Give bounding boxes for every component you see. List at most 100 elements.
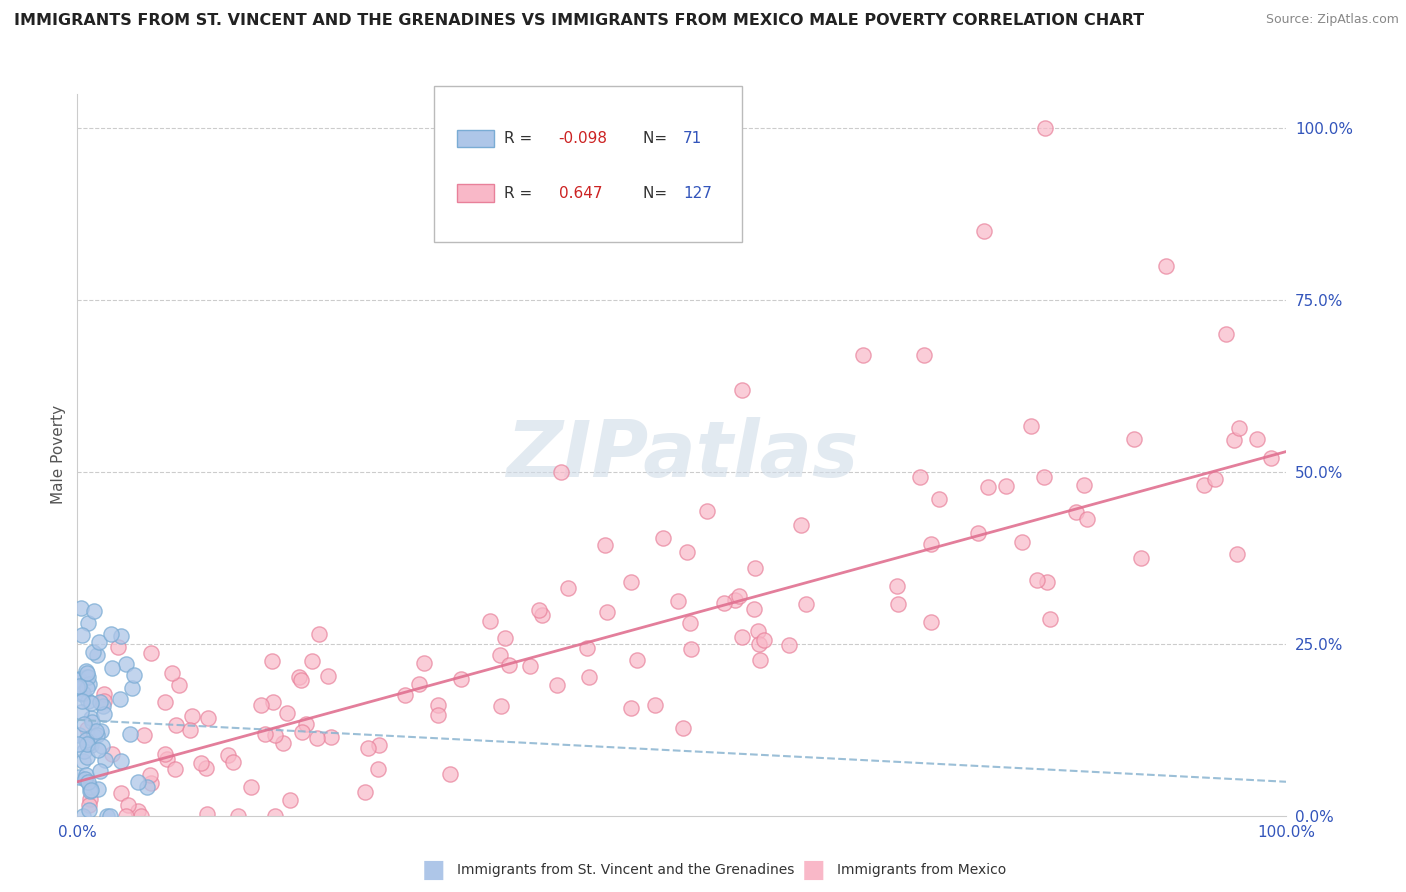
Point [77, 736, 100, 750]
Point [1246, 432, 1268, 446]
Point [994, 478, 1017, 492]
Text: IMMIGRANTS FROM ST. VINCENT AND THE GRENADINES VS IMMIGRANTS FROM MEXICO MALE PO: IMMIGRANTS FROM ST. VINCENT AND THE GREN… [14, 13, 1144, 29]
Point [666, 594, 689, 608]
Point [100, 627, 122, 641]
Point [77, 803, 100, 817]
Point [87, 743, 110, 757]
Point [217, 747, 239, 762]
Text: ■: ■ [422, 858, 446, 881]
Point [93, 707, 115, 722]
Point [316, 669, 339, 683]
Point [744, 560, 766, 574]
Point [79, 736, 101, 750]
Point [121, 681, 143, 695]
Point [529, 602, 551, 616]
Point [75, 733, 97, 747]
Point [117, 798, 139, 813]
Point [77, 797, 100, 812]
Point [75, 772, 97, 787]
Point [93, 694, 115, 708]
Point [239, 780, 262, 794]
Text: 71: 71 [683, 131, 703, 146]
Point [278, 793, 301, 807]
Point [263, 729, 285, 743]
Point [180, 709, 202, 723]
Point [127, 775, 149, 789]
Point [676, 544, 699, 558]
Point [394, 688, 416, 702]
Text: 127: 127 [683, 186, 711, 201]
Point [72, 686, 94, 700]
Point [135, 780, 157, 794]
Point [494, 632, 516, 646]
Point [519, 659, 541, 673]
FancyBboxPatch shape [457, 185, 494, 202]
Text: ■: ■ [801, 858, 825, 881]
Text: N=: N= [643, 186, 672, 201]
Point [79, 784, 101, 798]
Point [82, 645, 104, 659]
Point [89, 695, 111, 709]
Point [728, 589, 751, 603]
Point [254, 727, 277, 741]
Point [354, 785, 377, 799]
Point [295, 717, 318, 731]
Point [84, 723, 107, 738]
Point [546, 678, 568, 692]
Point [479, 614, 502, 628]
Point [626, 653, 648, 667]
Point [264, 809, 287, 823]
Point [80, 711, 103, 725]
Point [576, 640, 599, 655]
Point [77, 669, 100, 683]
Point [1215, 327, 1237, 342]
Point [439, 767, 461, 781]
Point [83, 604, 105, 618]
Point [644, 698, 666, 713]
Point [163, 762, 186, 776]
Point [1035, 574, 1057, 589]
Point [110, 754, 132, 768]
Point [80, 783, 103, 797]
Point [79, 792, 101, 806]
Point [100, 747, 122, 762]
Point [98, 809, 121, 823]
Point [291, 725, 314, 739]
Point [1039, 612, 1062, 626]
Point [77, 677, 100, 691]
Point [190, 756, 212, 770]
Point [70, 601, 93, 615]
Point [557, 582, 579, 596]
Point [250, 698, 273, 712]
Point [747, 624, 769, 639]
Point [129, 809, 152, 823]
Point [83, 730, 105, 744]
Point [724, 593, 747, 607]
Point [179, 723, 201, 737]
Point [70, 628, 93, 642]
Point [76, 722, 98, 736]
Point [141, 646, 163, 660]
Point [427, 698, 450, 713]
Point [367, 738, 389, 752]
Point [110, 629, 132, 643]
Point [73, 744, 96, 758]
Point [290, 673, 312, 687]
Text: N=: N= [643, 131, 672, 146]
Point [679, 642, 702, 657]
Point [498, 658, 520, 673]
Point [550, 465, 572, 479]
Point [100, 661, 122, 675]
Text: Source: ZipAtlas.com: Source: ZipAtlas.com [1265, 13, 1399, 27]
Point [794, 597, 817, 611]
Point [1066, 506, 1088, 520]
Point [110, 786, 132, 800]
Point [197, 711, 219, 725]
Point [748, 652, 770, 666]
Point [76, 615, 98, 630]
Point [427, 707, 450, 722]
Point [1204, 472, 1226, 486]
Text: -0.098: -0.098 [558, 131, 607, 146]
Point [742, 602, 765, 616]
Point [852, 348, 875, 362]
